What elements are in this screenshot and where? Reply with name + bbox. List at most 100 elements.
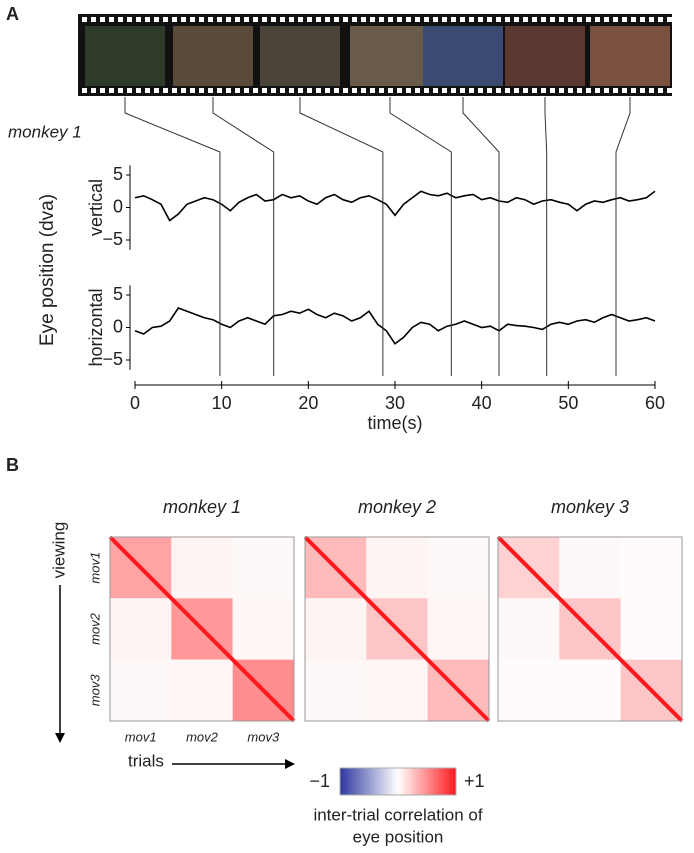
colorbar-min: −1: [309, 771, 330, 791]
perforation: [109, 88, 114, 93]
arrow-head: [55, 733, 65, 743]
event-line: [462, 97, 500, 376]
perforation: [523, 17, 528, 22]
colorbar-step: [453, 768, 457, 795]
matrix-block: [232, 598, 294, 660]
x-tick-label: 20: [298, 393, 318, 413]
perforation: [541, 88, 546, 93]
perforation: [352, 88, 357, 93]
arrow-head: [285, 759, 295, 769]
perforation: [550, 88, 555, 93]
event-line: [299, 97, 384, 376]
colorbar-step: [421, 768, 425, 795]
perforation: [352, 17, 357, 22]
perforation: [190, 88, 195, 93]
perforation: [217, 88, 222, 93]
matrix-diagonal: [303, 535, 491, 723]
perforation: [424, 17, 429, 22]
perforation: [370, 17, 375, 22]
matrix-block: [498, 598, 560, 660]
perforation: [118, 88, 123, 93]
perforation: [532, 88, 537, 93]
perforation: [145, 88, 150, 93]
matrix-block: [110, 598, 172, 660]
y-tick-label: 5: [113, 284, 123, 304]
colorbar-step: [412, 768, 416, 795]
movie-col-label: mov1: [125, 729, 157, 744]
event-line: [615, 97, 631, 376]
perforation: [370, 88, 375, 93]
perforation: [199, 88, 204, 93]
perforation: [145, 17, 150, 22]
mean-trace: [134, 190, 656, 222]
subject-label: monkey 1: [8, 122, 82, 141]
perforation: [262, 17, 267, 22]
perforation: [433, 88, 438, 93]
movie-row-label: mov3: [87, 674, 102, 707]
panel-name: vertical: [86, 179, 106, 236]
perforation: [397, 88, 402, 93]
event-line: [212, 97, 275, 376]
colorbar-caption: inter-trial correlation of: [313, 805, 482, 824]
film-frame: [350, 26, 430, 86]
perforation: [433, 17, 438, 22]
perforation: [640, 17, 645, 22]
colorbar-step: [369, 768, 373, 795]
perforation: [361, 88, 366, 93]
colorbar-step: [380, 768, 384, 795]
y-tick-label: 0: [113, 196, 123, 216]
perforation: [163, 17, 168, 22]
perforation: [415, 17, 420, 22]
perforation: [505, 17, 510, 22]
perforation: [397, 17, 402, 22]
movie-col-label: mov3: [247, 729, 280, 744]
perforation: [523, 88, 528, 93]
matrix-diagonal: [108, 535, 296, 723]
perforation: [640, 88, 645, 93]
x-tick-label: 10: [212, 393, 232, 413]
perforation: [172, 17, 177, 22]
y-tick-label: 5: [113, 164, 123, 184]
perforation: [388, 88, 393, 93]
colorbar-step: [377, 768, 382, 795]
perforation: [460, 88, 465, 93]
perforation: [496, 88, 501, 93]
perforation: [622, 88, 627, 93]
movie-row-label: mov2: [87, 612, 102, 645]
perforation: [388, 17, 393, 22]
perforation: [613, 17, 618, 22]
perforation: [514, 88, 519, 93]
movie-row-label: mov1: [87, 552, 102, 584]
perforation: [541, 17, 546, 22]
perforation: [289, 17, 294, 22]
colorbar-step: [441, 768, 445, 795]
panel-name: horizontal: [86, 288, 106, 366]
perforation: [505, 88, 510, 93]
perforation: [298, 88, 303, 93]
y-tick-label: −5: [102, 349, 123, 369]
colorbar-step: [345, 768, 350, 795]
colorbar-step: [415, 768, 419, 795]
perforation: [631, 17, 636, 22]
perforation: [325, 17, 330, 22]
film-frame: [85, 26, 165, 86]
perforation: [649, 17, 654, 22]
matrix-block: [498, 659, 560, 721]
perforation: [91, 88, 96, 93]
matrix-block: [620, 598, 682, 660]
colorbar-step: [351, 768, 355, 795]
perforation: [613, 88, 618, 93]
perforation: [595, 17, 600, 22]
perforation: [190, 17, 195, 22]
col-axis-label: trials: [128, 751, 164, 770]
event-line: [544, 97, 548, 376]
matrix-frame: [109, 536, 295, 722]
perforation: [280, 17, 285, 22]
matrix-block: [366, 537, 428, 599]
perforation: [496, 17, 501, 22]
perforation: [478, 88, 483, 93]
perforation: [226, 88, 231, 93]
perforation: [379, 88, 384, 93]
x-axis-label: time(s): [368, 413, 423, 433]
perforation: [181, 17, 186, 22]
